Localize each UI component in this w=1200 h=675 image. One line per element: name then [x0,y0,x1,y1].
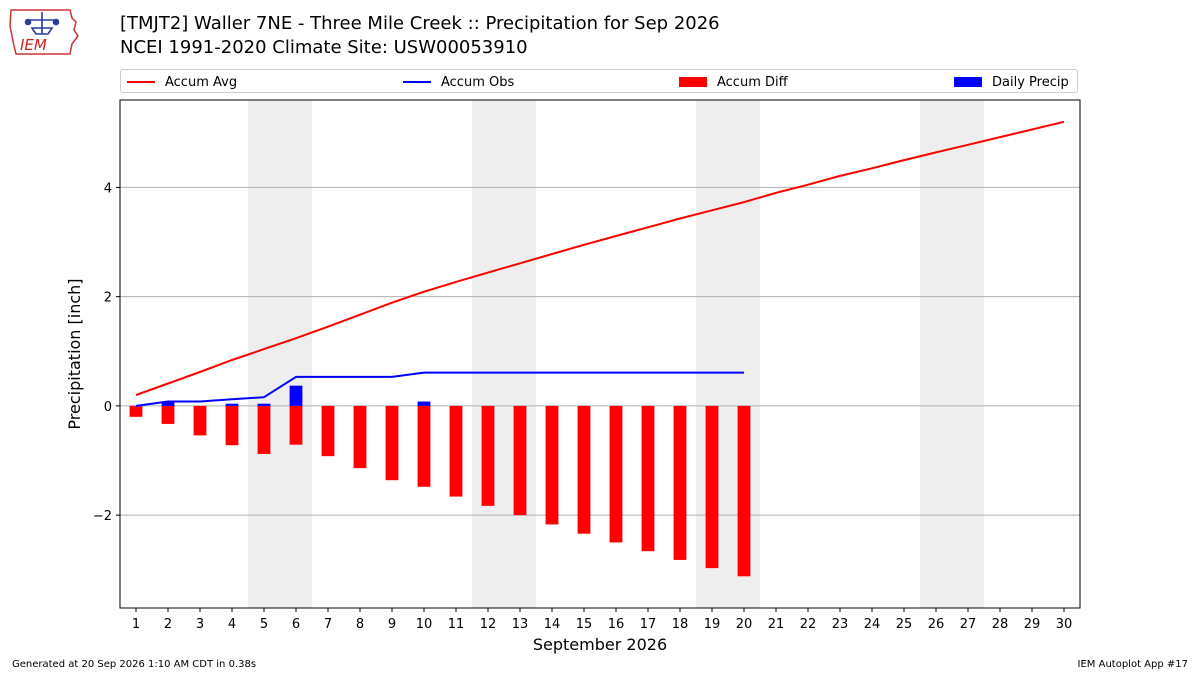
chart-subtitle: NCEI 1991-2020 Climate Site: USW00053910 [120,37,528,58]
x-tick-label: 13 [512,617,529,632]
bar-accum-diff [449,405,463,497]
x-tick-label: 5 [260,617,268,632]
bar-accum-diff [385,405,399,481]
x-tick-label: 20 [736,617,753,632]
lines [135,120,1065,407]
legend-swatch-daily-precip [954,77,982,87]
bar-accum-diff [673,405,687,560]
bar-accum-diff [417,405,431,487]
legend-label-daily-precip: Daily Precip [992,74,1069,90]
bar-accum-diff [481,405,495,506]
chart-legend: Accum Avg Accum Obs Accum Diff Daily Pre… [120,69,1078,93]
x-tick-label: 18 [672,617,689,632]
bar-accum-diff [161,405,175,424]
legend-swatch-accum-avg [127,81,155,83]
bar-accum-diff [609,405,623,543]
bar-accum-diff [705,405,719,569]
x-tick-label: 22 [800,617,817,632]
y-tick-label: 2 [104,291,112,306]
weekend-shade-2 [696,100,760,608]
x-tick-label: 4 [228,617,236,632]
legend-label-accum-avg: Accum Avg [165,74,238,90]
x-tick-label: 21 [768,617,785,632]
bar-accum-diff [193,405,207,436]
x-tick-label: 28 [992,617,1009,632]
legend-item-accum-obs: Accum Obs [403,73,514,91]
x-tick-label: 15 [576,617,593,632]
y-tick-label: 0 [104,400,112,415]
weekend-shading [248,100,984,608]
x-tick-label: 19 [704,617,721,632]
bar-accum-diff [225,405,239,446]
weekend-shade-3 [920,100,984,608]
line-accum-obs [135,371,744,407]
x-tick-label: 17 [640,617,657,632]
x-tick-label: 16 [608,617,625,632]
legend-item-accum-avg: Accum Avg [127,73,237,91]
weekend-shade-0 [248,100,312,608]
line-accum-avg [135,120,1065,396]
x-tick-label: 3 [196,617,204,632]
logo-text: IEM [20,36,47,54]
weather-station-icon [24,12,60,35]
x-tick-label: 1 [132,617,140,632]
iem-logo: IEM [9,9,79,55]
y-axis-label: Precipitation [inch] [65,278,84,429]
bars [129,385,751,577]
x-tick-label: 12 [480,617,497,632]
weekend-shade-1 [472,100,536,608]
bar-accum-diff [545,405,559,525]
x-tick-label: 29 [1024,617,1041,632]
legend-item-daily-precip: Daily Precip [954,73,1069,91]
x-tick-label: 23 [832,617,849,632]
x-tick-label: 11 [448,617,465,632]
bar-daily-precip [161,401,175,406]
x-axis-label: September 2026 [533,635,667,654]
bar-accum-diff [641,405,655,552]
chart-title: [TMJT2] Waller 7NE - Three Mile Creek ::… [120,13,720,34]
bar-accum-diff [577,405,591,534]
generated-timestamp: Generated at 20 Sep 2026 1:10 AM CDT in … [12,659,257,670]
bar-daily-precip [257,403,271,406]
axes: 1 2 3 4 5 6 7 8 9 10 11 12 13 14 15 16 17 18 19 20 21 22 23 24 2… [93,181,1072,632]
x-tick-label: 24 [864,617,881,632]
bar-daily-precip [225,403,239,406]
app-credit: IEM Autoplot App #17 [1077,659,1188,670]
legend-item-accum-diff: Accum Diff [679,73,788,91]
bar-daily-precip [289,385,303,406]
x-tick-label: 2 [164,617,172,632]
legend-label-accum-obs: Accum Obs [441,74,515,90]
bar-daily-precip [417,401,431,406]
x-tick-label: 10 [416,617,433,632]
x-tick-label: 9 [388,617,396,632]
x-tick-label: 25 [896,617,913,632]
x-tick-label: 26 [928,617,945,632]
x-tick-label: 30 [1056,617,1073,632]
bar-accum-diff [353,405,367,469]
bar-accum-diff [257,405,271,454]
x-tick-label: 7 [324,617,332,632]
legend-label-accum-diff: Accum Diff [717,74,788,90]
bar-accum-diff [321,405,335,457]
x-tick-label: 27 [960,617,977,632]
legend-swatch-accum-diff [679,77,707,87]
plot-frame [119,99,1081,609]
x-tick-label: 14 [544,617,561,632]
y-tick-label: 4 [104,181,112,196]
x-tick-label: 6 [292,617,300,632]
bar-accum-diff [737,405,751,577]
bar-accum-diff [129,405,143,417]
y-tick-label: −2 [93,509,112,524]
legend-swatch-accum-obs [403,81,431,83]
grid-lines [120,186,1080,516]
bar-accum-diff [513,405,527,516]
x-tick-label: 8 [356,617,364,632]
bar-accum-diff [289,405,303,445]
